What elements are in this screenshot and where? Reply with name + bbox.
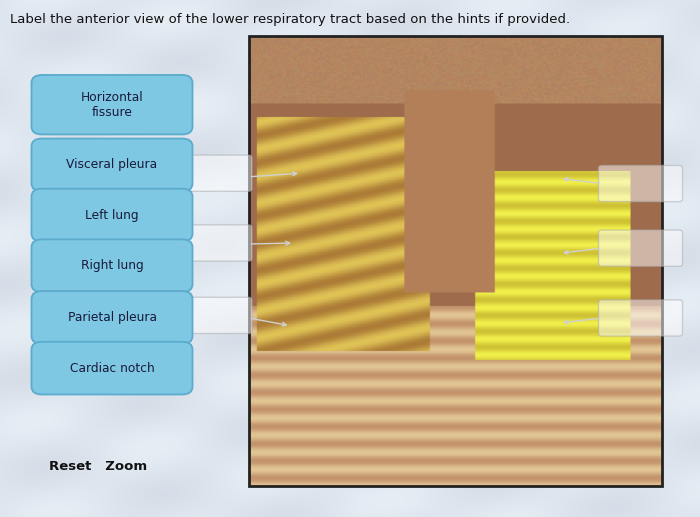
FancyBboxPatch shape [32, 342, 193, 394]
Text: Right lung: Right lung [80, 259, 144, 272]
FancyBboxPatch shape [32, 291, 193, 344]
Text: Reset   Zoom: Reset Zoom [49, 460, 147, 473]
FancyBboxPatch shape [32, 139, 193, 191]
FancyBboxPatch shape [178, 297, 252, 333]
Text: Left lung: Left lung [85, 208, 139, 222]
Text: Horizontal
fissure: Horizontal fissure [80, 90, 144, 119]
Text: Cardiac notch: Cardiac notch [69, 361, 155, 375]
FancyBboxPatch shape [598, 230, 682, 266]
Text: Visceral pleura: Visceral pleura [66, 158, 158, 172]
FancyBboxPatch shape [32, 189, 193, 241]
FancyBboxPatch shape [598, 165, 682, 202]
Text: Label the anterior view of the lower respiratory tract based on the hints if pro: Label the anterior view of the lower res… [10, 13, 570, 26]
FancyBboxPatch shape [598, 300, 682, 336]
FancyBboxPatch shape [32, 75, 193, 134]
FancyBboxPatch shape [32, 239, 193, 292]
FancyBboxPatch shape [178, 225, 252, 261]
Text: Parietal pleura: Parietal pleura [67, 311, 157, 324]
FancyBboxPatch shape [178, 155, 252, 191]
